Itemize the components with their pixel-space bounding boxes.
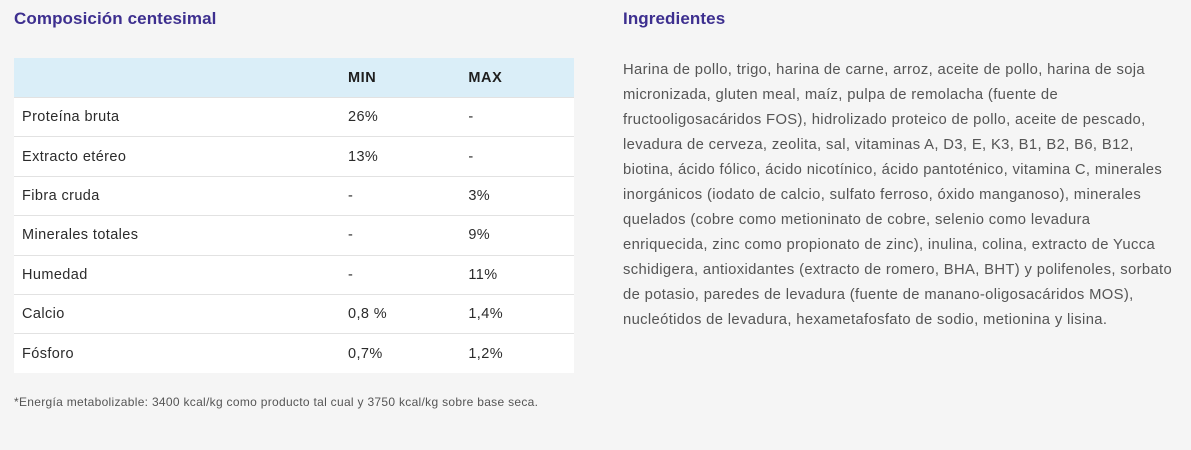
nutrient-max: - (468, 96, 574, 137)
table-row: Fósforo 0,7% 1,2% (14, 333, 574, 374)
ingredients-section: Ingredientes Harina de pollo, trigo, har… (623, 0, 1178, 328)
table-row: Humedad - 11% (14, 254, 574, 295)
composition-title: Composición centesimal (14, 9, 217, 28)
nutrient-min: - (348, 175, 469, 216)
ingredients-text: Harina de pollo, trigo, harina de carne,… (623, 62, 1173, 328)
table-row: Fibra cruda - 3% (14, 175, 574, 216)
nutrient-min: 0,8 % (348, 293, 469, 334)
nutrient-name: Proteína bruta (14, 96, 348, 137)
nutrient-name: Fósforo (14, 333, 348, 374)
nutrient-name: Minerales totales (14, 215, 348, 256)
ingredients-title: Ingredientes (623, 9, 726, 28)
header-row: MIN MAX (14, 58, 574, 98)
nutrient-name: Calcio (14, 293, 348, 334)
header-nutrient (14, 58, 348, 98)
nutrient-max: 3% (468, 175, 574, 216)
nutrient-max: 1,4% (468, 293, 574, 334)
nutrient-min: 0,7% (348, 333, 469, 374)
energy-footnote: *Energía metabolizable: 3400 kcal/kg com… (14, 395, 539, 409)
table-row: Extracto etéreo 13% - (14, 136, 574, 177)
composition-table-header: MIN MAX (14, 58, 574, 98)
nutrient-min: 26% (348, 96, 469, 137)
nutrient-max: - (468, 136, 574, 177)
header-min: MIN (348, 58, 469, 98)
nutrient-name: Fibra cruda (14, 175, 348, 216)
composition-table-body: Proteína bruta 26% - Extracto etéreo 13%… (14, 96, 574, 374)
nutrient-max: 1,2% (468, 333, 574, 374)
nutrient-max: 9% (468, 215, 574, 256)
table-row: Proteína bruta 26% - (14, 96, 574, 137)
nutrient-max: 11% (468, 254, 574, 295)
header-max: MAX (468, 58, 574, 98)
nutrient-name: Extracto etéreo (14, 136, 348, 177)
composition-table: MIN MAX Proteína bruta 26% - Extracto et… (14, 58, 574, 374)
table-row: Calcio 0,8 % 1,4% (14, 293, 574, 334)
composition-section: Composición centesimal MIN MAX Proteína … (14, 0, 574, 409)
nutrient-min: 13% (348, 136, 469, 177)
nutrient-name: Humedad (14, 254, 348, 295)
nutrient-min: - (348, 215, 469, 256)
table-row: Minerales totales - 9% (14, 215, 574, 256)
nutrient-min: - (348, 254, 469, 295)
